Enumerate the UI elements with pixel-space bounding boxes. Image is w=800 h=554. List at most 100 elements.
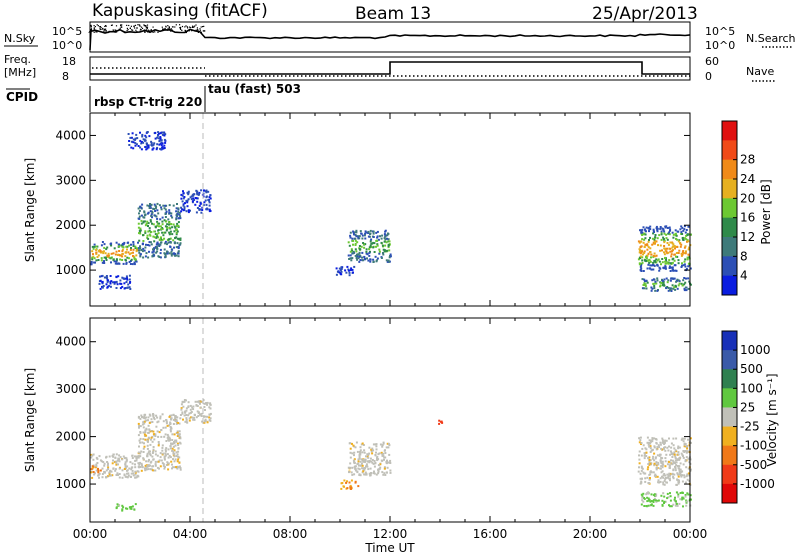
colorbar-tick-label: 12 [740, 230, 755, 244]
range-cell [112, 455, 115, 458]
range-cell [384, 456, 387, 459]
range-cell [127, 283, 130, 286]
range-cell [162, 147, 165, 150]
range-cell [147, 465, 150, 468]
range-cell [369, 457, 372, 460]
range-cell [183, 400, 186, 403]
range-cell [335, 267, 338, 270]
nsearch-point [146, 26, 149, 28]
range-cell [197, 412, 200, 415]
range-cell [208, 419, 211, 421]
nsearch-point [126, 27, 128, 29]
nsearch-point [145, 25, 147, 27]
range-cell [137, 456, 140, 459]
range-cell [144, 146, 147, 148]
range-cell [103, 462, 106, 465]
range-cell [661, 470, 664, 473]
range-cell [652, 264, 655, 267]
range-cell [169, 426, 172, 428]
nsearch-point [200, 31, 202, 33]
range-cell [176, 442, 179, 445]
range-cell [384, 452, 387, 454]
nsearch-point [103, 30, 105, 32]
nsky-panel [89, 21, 691, 53]
range-cell [178, 213, 181, 216]
range-cell [677, 262, 680, 265]
range-cell [158, 431, 161, 434]
range-cell [143, 415, 146, 418]
range-cell [115, 258, 118, 261]
nsearch-point [148, 30, 150, 32]
range-cell [365, 231, 368, 234]
range-cell [142, 240, 145, 242]
range-cell [108, 455, 111, 458]
range-cell [138, 229, 141, 232]
range-cell [176, 420, 179, 423]
range-cell [154, 233, 157, 236]
range-cell [654, 259, 657, 262]
range-cell [159, 148, 162, 151]
nsearch-point [197, 30, 199, 32]
range-cell [199, 202, 202, 205]
range-cell [671, 242, 674, 245]
nsearch-point [189, 29, 191, 31]
range-cell [179, 437, 182, 440]
nsearch-point [93, 25, 95, 27]
range-cell [663, 502, 665, 504]
range-cell [640, 240, 642, 243]
range-cell [652, 282, 655, 285]
range-cell [663, 483, 666, 486]
range-cell [135, 254, 138, 257]
range-cell [209, 402, 212, 405]
range-cell [686, 233, 689, 236]
range-cell [91, 258, 94, 261]
range-cell [337, 271, 340, 273]
range-cell [149, 207, 152, 209]
range-cell [115, 474, 118, 476]
range-cell [670, 505, 673, 508]
range-cell [637, 470, 640, 473]
range-cell [166, 223, 169, 226]
range-cell [143, 416, 146, 419]
range-cell [205, 195, 208, 198]
nsearch-point [152, 31, 154, 33]
range-cell [346, 265, 349, 268]
range-cell [154, 226, 157, 229]
range-cell [208, 199, 210, 202]
range-cell [124, 463, 127, 466]
range-cell [375, 448, 378, 451]
range-cell [648, 460, 651, 463]
range-cell [159, 241, 162, 244]
range-cell [387, 232, 390, 235]
range-cell [364, 232, 367, 235]
range-cell [195, 211, 198, 214]
range-cell [97, 259, 100, 261]
range-cell [122, 246, 125, 249]
range-cell [138, 445, 140, 448]
range-cell [661, 249, 663, 252]
range-cell [438, 422, 441, 425]
range-cell [349, 447, 352, 450]
range-cell [680, 474, 683, 477]
nsearch-point [168, 28, 171, 30]
range-cell [182, 204, 185, 207]
range-cell [138, 251, 141, 254]
nsearch-point [190, 26, 192, 29]
velocity-marks [90, 399, 692, 512]
range-cell [152, 250, 155, 253]
range-cell [186, 199, 189, 202]
range-cell [661, 278, 663, 281]
range-cell [650, 253, 653, 256]
range-cell [665, 286, 668, 289]
range-cell [643, 250, 646, 253]
range-cell [101, 467, 104, 470]
nsearch-point [179, 24, 181, 26]
range-cell [363, 256, 366, 259]
range-cell [119, 258, 122, 261]
range-cell [144, 464, 147, 467]
colorbar-tick-label: -100 [740, 439, 767, 453]
range-cell [143, 433, 146, 436]
range-cell [204, 418, 207, 421]
range-cell [173, 225, 176, 228]
range-cell [686, 473, 689, 476]
